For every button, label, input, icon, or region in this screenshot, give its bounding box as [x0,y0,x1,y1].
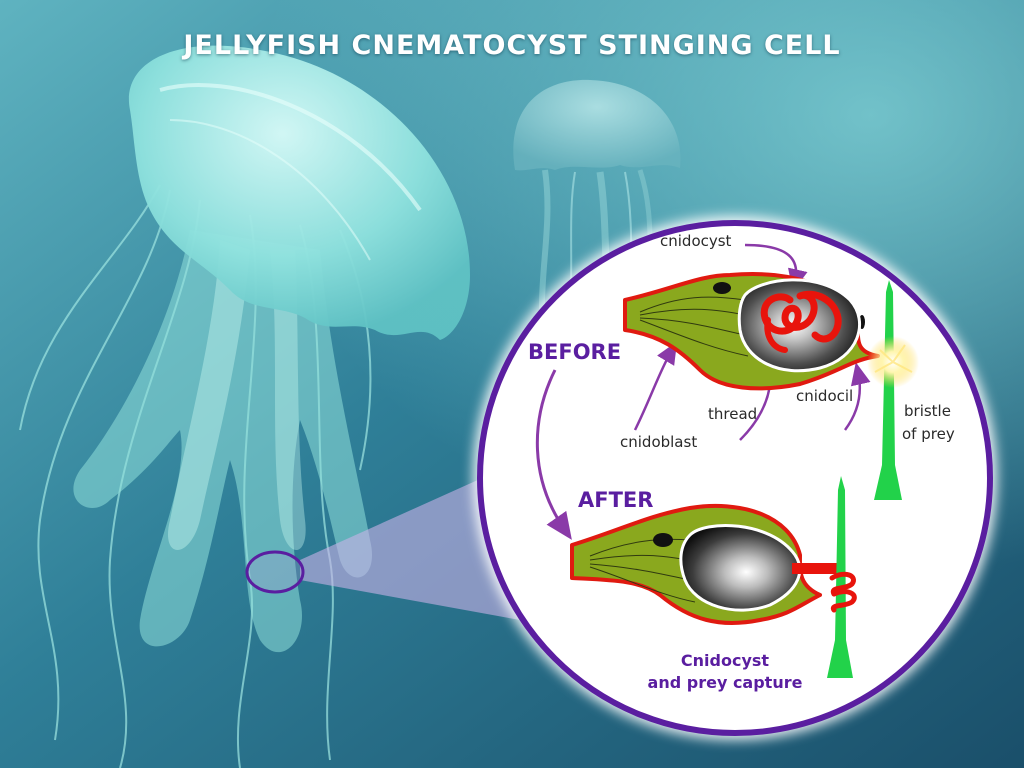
magnifier-cone [300,470,520,620]
label-thread: thread [708,405,758,423]
label-cnidocil: cnidocil [796,387,854,405]
stage-label-after: AFTER [578,488,654,512]
label-of-prey: of prey [902,425,955,443]
label-bristle: bristle [904,402,951,420]
prey-bristle-before [867,280,919,500]
discharged-thread [792,563,840,574]
caption-line-1: Cnidocyst [680,651,770,670]
cell-after [570,503,840,625]
caption-cnidocyst: Cnidocyst and prey capture [625,650,825,694]
arrow-cnidoblast [633,341,678,431]
magnifier-target-circle [245,550,305,594]
label-cnidoblast: cnidoblast [620,433,698,451]
arrow-cnidocyst [744,243,808,292]
arrow-cnidocil [843,362,871,431]
caption-line-2: and prey capture [647,673,803,692]
arrow-before-to-after [535,369,572,540]
stage-label-before: BEFORE [528,340,622,364]
capsule-after [679,524,802,612]
label-arrows [535,243,871,540]
label-cnidocyst: cnidocyst [660,232,732,250]
prey-bristle-after [827,476,857,678]
jellyfish-main [19,45,471,768]
cell-before [623,272,880,391]
page-title: JELLYFISH CNEMATOCYST STINGING CELL [183,30,841,61]
